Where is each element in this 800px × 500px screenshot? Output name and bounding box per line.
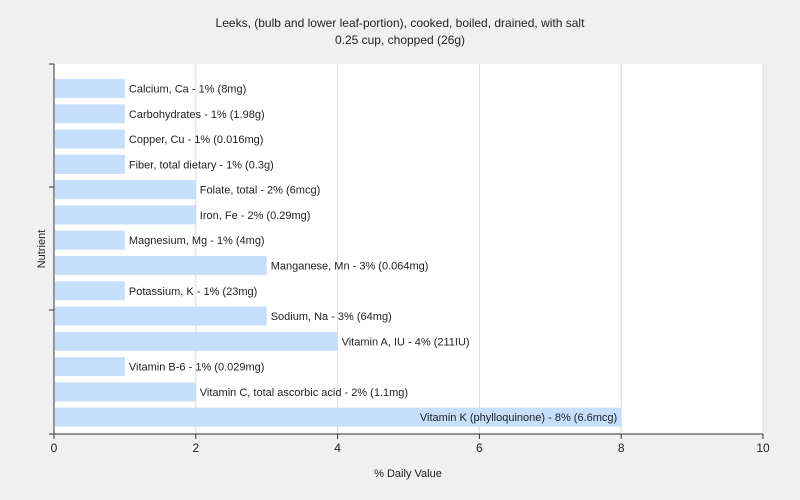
bar [55, 205, 196, 225]
x-tick-label: 6 [476, 441, 483, 455]
bar [55, 154, 125, 174]
bar-label: Magnesium, Mg - 1% (4mg) [129, 235, 265, 247]
chart-title: Leeks, (bulb and lower leaf-portion), co… [216, 16, 586, 30]
bar-label: Fiber, total dietary - 1% (0.3g) [129, 159, 274, 171]
bar-label: Calcium, Ca - 1% (8mg) [129, 84, 246, 96]
chart-subtitle: 0.25 cup, chopped (26g) [335, 33, 465, 47]
bar [55, 382, 196, 402]
bar-label: Vitamin A, IU - 4% (211IU) [342, 336, 470, 348]
bar [55, 357, 125, 377]
x-tick-label: 2 [192, 441, 199, 455]
bars: Calcium, Ca - 1% (8mg) Carbohydrates - 1%… [55, 79, 622, 427]
bar [55, 230, 125, 250]
bar-label: Iron, Fe - 2% (0.29mg) [200, 210, 311, 222]
bar [55, 331, 338, 351]
x-tick-label: 8 [618, 441, 625, 455]
x-axis-label: % Daily Value [374, 468, 442, 480]
bar-label: Carbohydrates - 1% (1.98g) [129, 109, 265, 121]
bar [55, 79, 125, 98]
bar-label: Copper, Cu - 1% (0.016mg) [129, 134, 264, 146]
bar [55, 281, 125, 301]
bar-label: Manganese, Mn - 3% (0.064mg) [271, 261, 429, 273]
bar [55, 129, 125, 149]
bar-label: Vitamin K (phylloquinone) - 8% (6.6mcg) [420, 412, 617, 424]
bar [55, 104, 125, 124]
grid-lines [195, 64, 764, 434]
bar [55, 306, 267, 326]
x-tick-label: 10 [756, 441, 770, 455]
x-tick-label: 0 [51, 441, 58, 455]
bar [55, 180, 196, 200]
bar-label: Folate, total - 2% (6mcg) [200, 185, 320, 197]
bar-label: Potassium, K - 1% (23mg) [129, 286, 257, 298]
bar-label: Vitamin C, total ascorbic acid - 2% (1.1… [200, 387, 408, 399]
plot-area [54, 64, 763, 434]
bar-label: Sodium, Na - 3% (64mg) [271, 311, 392, 323]
axes: 0 2 4 6 8 10 [49, 63, 770, 455]
x-tick-label: 4 [334, 441, 341, 455]
bar [55, 256, 267, 275]
y-axis-label: Nutrient [36, 230, 48, 269]
bar [55, 407, 622, 427]
bar-label: Vitamin B-6 - 1% (0.029mg) [129, 362, 265, 374]
